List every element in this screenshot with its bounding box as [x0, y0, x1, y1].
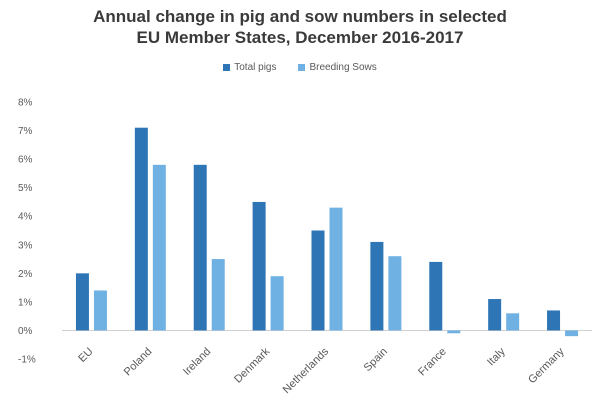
bar-breeding-sows-eu: [93, 290, 107, 331]
bar-breeding-sows-poland: [152, 164, 166, 331]
bar-total-pigs-ireland: [193, 164, 207, 331]
legend-label-breeding-sows: Breeding Sows: [309, 62, 377, 73]
y-tick-label: 8%: [18, 98, 33, 109]
bar-total-pigs-denmark: [252, 201, 266, 331]
bar-breeding-sows-ireland: [211, 259, 225, 331]
x-category-label: Italy: [485, 345, 508, 368]
chart-title-line-1: Annual change in pig and sow numbers in …: [93, 7, 507, 26]
x-category-label: Germany: [526, 345, 567, 386]
bar-total-pigs-poland: [134, 127, 148, 331]
legend-label-total-pigs: Total pigs: [234, 62, 277, 73]
bar-breeding-sows-italy: [506, 313, 520, 331]
bar-total-pigs-germany: [547, 310, 561, 331]
y-tick-label: 1%: [18, 297, 33, 308]
x-category-label: Ireland: [181, 346, 213, 378]
y-tick-label: 2%: [18, 269, 33, 280]
bar-total-pigs-italy: [488, 299, 502, 331]
legend-swatch-breeding-sows: [298, 64, 306, 71]
legend-item-total-pigs: Total pigs: [223, 62, 276, 73]
x-category-label: France: [416, 346, 449, 379]
bar-breeding-sows-denmark: [270, 276, 284, 331]
y-tick-label: 5%: [18, 183, 33, 194]
y-tick-label: 6%: [18, 155, 33, 166]
legend: Total pigs Breeding Sows: [0, 62, 600, 73]
x-category-label: Denmark: [232, 345, 272, 385]
legend-swatch-total-pigs: [223, 64, 231, 71]
y-tick-label: -1%: [18, 355, 36, 366]
legend-item-breeding-sows: Breeding Sows: [298, 62, 377, 73]
x-category-label: Poland: [122, 346, 155, 379]
y-tick-label: 0%: [18, 326, 33, 337]
y-tick-label: 4%: [18, 212, 33, 223]
bar-total-pigs-eu: [75, 273, 89, 331]
x-category-label: EU: [76, 346, 95, 365]
chart-title-line-2: EU Member States, December 2016-2017: [136, 28, 464, 47]
bar-total-pigs-netherlands: [311, 230, 325, 331]
bar-total-pigs-france: [429, 261, 443, 331]
y-tick-label: 7%: [18, 126, 33, 137]
x-category-label: Netherlands: [281, 345, 332, 396]
chart-title: Annual change in pig and sow numbers in …: [0, 6, 600, 48]
y-tick-label: 3%: [18, 240, 33, 251]
x-category-label: Spain: [362, 346, 390, 374]
bar-breeding-sows-spain: [388, 256, 402, 331]
bar-breeding-sows-germany: [565, 330, 579, 337]
bar-breeding-sows-france: [447, 330, 461, 334]
bar-total-pigs-spain: [370, 241, 384, 331]
bar-breeding-sows-netherlands: [329, 207, 343, 331]
